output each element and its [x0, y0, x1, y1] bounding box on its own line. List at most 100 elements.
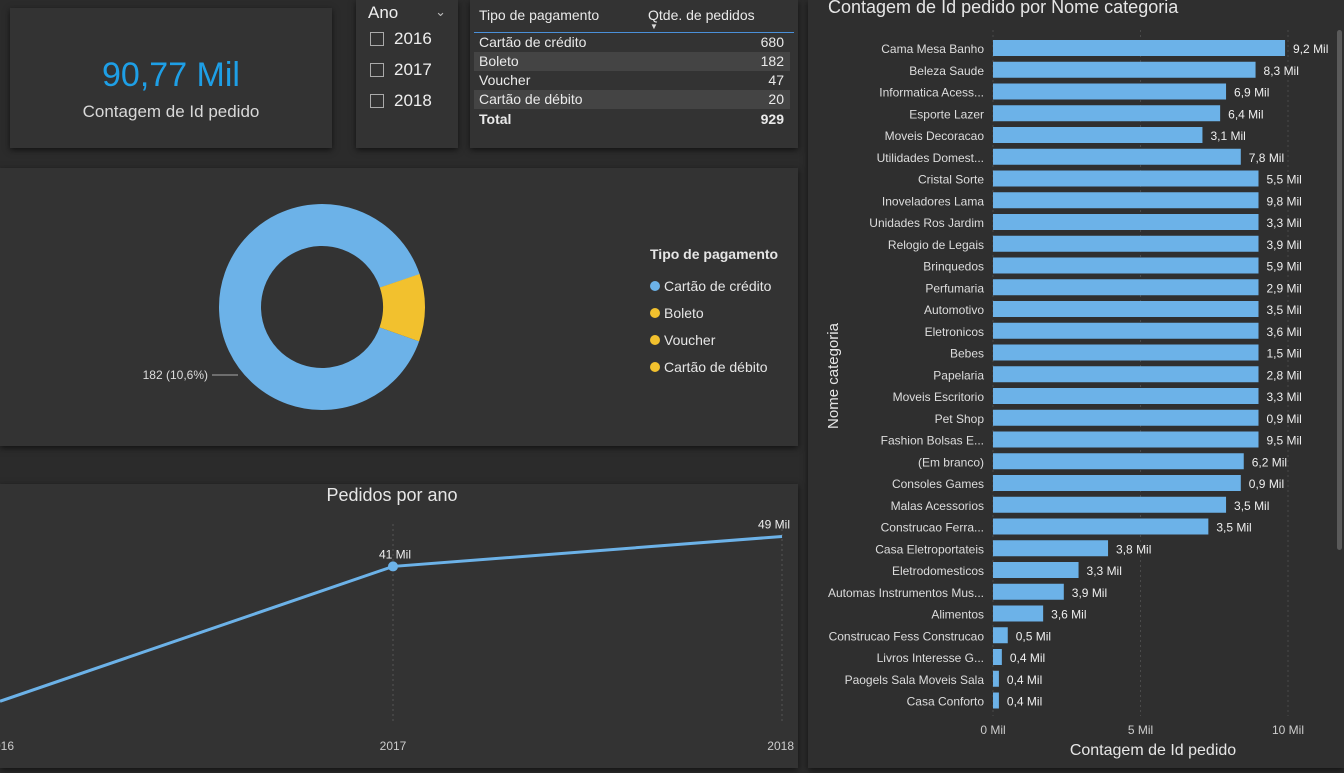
- year-slicer: Ano ⌄ 2016 2017 2018: [356, 0, 458, 148]
- data-point[interactable]: [388, 561, 398, 572]
- column-header-payment-type[interactable]: Tipo de pagamento: [479, 7, 600, 23]
- category-label: Eletrodomesticos: [892, 564, 984, 578]
- category-label: Informatica Acess...: [879, 86, 984, 100]
- bar[interactable]: [993, 475, 1241, 491]
- slicer-item-2016[interactable]: 2016: [370, 29, 432, 49]
- table-row[interactable]: Voucher 47: [474, 71, 790, 90]
- bar[interactable]: [993, 235, 1259, 252]
- line-chart-title: Pedidos por ano: [326, 485, 458, 505]
- bar[interactable]: [993, 670, 999, 687]
- bar[interactable]: [993, 627, 1008, 644]
- vertical-scrollbar[interactable]: [1337, 30, 1342, 550]
- category-label: Fashion Bolsas E...: [881, 434, 984, 448]
- bar[interactable]: [993, 322, 1259, 339]
- slicer-item-2018[interactable]: 2018: [370, 91, 432, 111]
- bar[interactable]: [993, 583, 1064, 600]
- bar-value-label: 3,6 Mil: [1267, 325, 1302, 339]
- category-label: Pet Shop: [935, 412, 985, 426]
- bar-value-label: 9,2 Mil: [1293, 42, 1328, 56]
- category-label: Brinquedos: [923, 260, 984, 274]
- bar[interactable]: [993, 388, 1259, 404]
- bar[interactable]: [993, 170, 1259, 187]
- bar-value-label: 3,5 Mil: [1267, 303, 1302, 317]
- cell-total-label: Total: [479, 111, 512, 127]
- legend-item[interactable]: Cartão de crédito: [650, 272, 778, 299]
- checkbox[interactable]: [370, 32, 384, 46]
- bar-value-label: 2,8 Mil: [1267, 368, 1302, 382]
- bar[interactable]: [993, 366, 1259, 383]
- bar[interactable]: [993, 344, 1259, 361]
- bar[interactable]: [993, 431, 1259, 448]
- bar[interactable]: [993, 692, 999, 709]
- category-label: Esporte Lazer: [909, 107, 984, 121]
- bar[interactable]: [993, 301, 1259, 317]
- bar[interactable]: [993, 214, 1259, 230]
- bar-value-label: 7,8 Mil: [1249, 151, 1284, 165]
- bar-chart-panel: Contagem de Id pedido por Nome categoria…: [808, 0, 1344, 768]
- table-row[interactable]: Cartão de débito 20: [474, 90, 790, 109]
- kpi-label: Contagem de Id pedido: [82, 102, 260, 121]
- category-label: Bebes: [950, 347, 984, 361]
- bar[interactable]: [993, 562, 1079, 578]
- category-label: Paogels Sala Moveis Sala: [845, 673, 985, 687]
- checkbox[interactable]: [370, 94, 384, 108]
- table-row[interactable]: Boleto 182: [474, 52, 790, 71]
- legend-item[interactable]: Boleto: [650, 299, 778, 326]
- legend-label: Voucher: [664, 331, 716, 348]
- bar-value-label: 3,5 Mil: [1234, 499, 1269, 513]
- category-label: Consoles Games: [892, 477, 984, 491]
- bar[interactable]: [993, 605, 1044, 622]
- bar-value-label: 6,2 Mil: [1252, 455, 1287, 469]
- payment-table: Tipo de pagamento Qtde. de pedidos ▼ Car…: [470, 0, 798, 148]
- bar[interactable]: [993, 453, 1244, 470]
- bar-value-label: 1,5 Mil: [1267, 347, 1302, 361]
- bar-value-label: 9,5 Mil: [1267, 434, 1302, 448]
- bar[interactable]: [993, 105, 1221, 122]
- bar[interactable]: [993, 61, 1256, 78]
- bar[interactable]: [993, 257, 1259, 274]
- category-label: Construcao Ferra...: [881, 521, 984, 535]
- bar-value-label: 3,3 Mil: [1267, 216, 1302, 230]
- bar[interactable]: [993, 409, 1259, 426]
- bar-value-label: 5,9 Mil: [1267, 260, 1302, 274]
- bar-value-label: 0,4 Mil: [1010, 651, 1045, 665]
- legend-label: Boleto: [664, 304, 704, 321]
- y-axis-title: Nome categoria: [825, 322, 842, 429]
- category-label: Inoveladores Lama: [882, 194, 984, 208]
- bar[interactable]: [993, 127, 1203, 143]
- column-header-order-count[interactable]: Qtde. de pedidos: [648, 7, 755, 23]
- bar[interactable]: [993, 148, 1241, 165]
- bar[interactable]: [993, 540, 1109, 557]
- sort-desc-icon[interactable]: ▼: [650, 22, 658, 31]
- category-label: Beleza Saude: [909, 64, 984, 78]
- bar[interactable]: [993, 496, 1227, 513]
- cell-count: 20: [768, 91, 784, 107]
- bar[interactable]: [993, 40, 1286, 56]
- bar-value-label: 3,5 Mil: [1216, 521, 1251, 535]
- donut-chart-panel: 182 (10,6%) Tipo de pagamento Cartão de …: [0, 168, 798, 446]
- legend-item[interactable]: Voucher: [650, 326, 778, 353]
- cell-count: 680: [760, 34, 784, 50]
- donut-chart: 182 (10,6%): [143, 204, 425, 410]
- slicer-item-2017[interactable]: 2017: [370, 60, 432, 80]
- legend-item[interactable]: Cartão de débito: [650, 353, 778, 380]
- slicer-item-label: 2017: [394, 60, 432, 79]
- cell-count: 47: [768, 72, 784, 88]
- category-label: Alimentos: [931, 608, 984, 622]
- bar[interactable]: [993, 279, 1259, 296]
- donut-callout: 182 (10,6%): [143, 368, 208, 382]
- table-total-row: Total 929: [474, 110, 790, 129]
- bar[interactable]: [993, 649, 1002, 665]
- table-row[interactable]: Cartão de crédito 680: [474, 33, 790, 52]
- line-chart: 41 Mil 49 Mil 2016 2017 2018: [0, 517, 794, 753]
- line-chart-panel: Pedidos por ano 41 Mil 49 Mil 2016 2017 2018: [0, 484, 798, 768]
- bar[interactable]: [993, 518, 1209, 535]
- bar-value-label: 0,4 Mil: [1007, 695, 1042, 709]
- checkbox[interactable]: [370, 63, 384, 77]
- chevron-down-icon[interactable]: ⌄: [435, 4, 446, 19]
- legend-dot-icon: [650, 334, 660, 345]
- bar[interactable]: [993, 83, 1227, 100]
- kpi-card[interactable]: 90,77 Mil Contagem de Id pedido: [10, 8, 332, 148]
- category-label: Casa Conforto: [907, 695, 985, 709]
- bar[interactable]: [993, 192, 1259, 209]
